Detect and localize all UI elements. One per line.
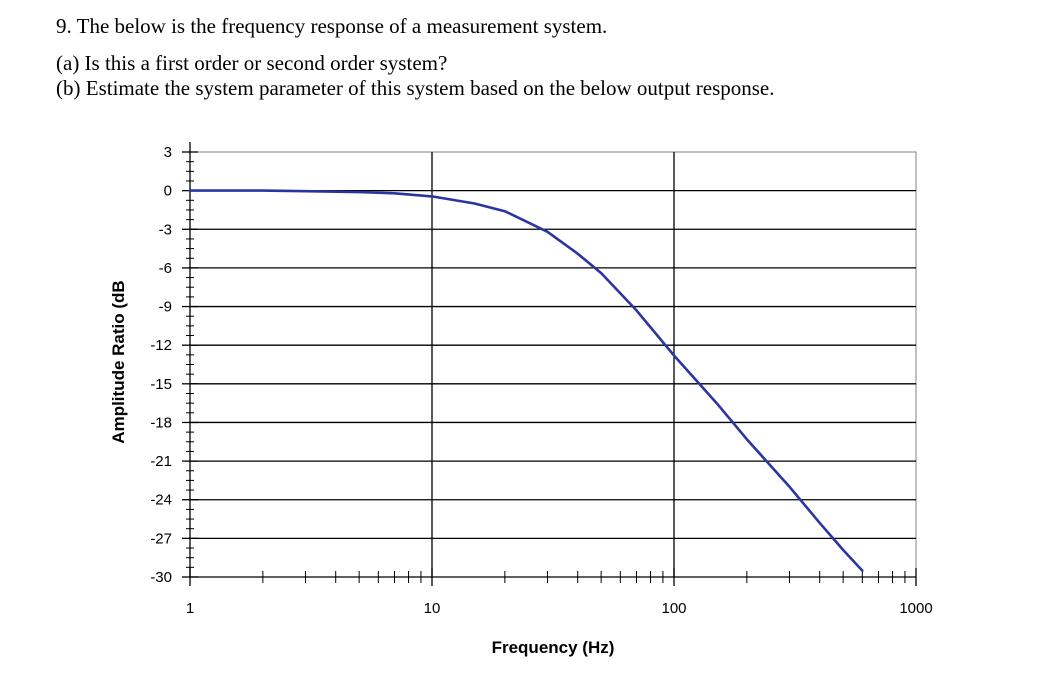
y-tick-label: -9 <box>159 299 172 316</box>
x-tick-label: 10 <box>424 600 441 617</box>
x-axis-label: Frequency (Hz) <box>492 638 615 657</box>
question-part-b: (b) Estimate the system parameter of thi… <box>56 76 775 100</box>
y-tick-label: -27 <box>150 530 172 547</box>
y-tick-label: -12 <box>150 337 172 354</box>
y-tick-label: -30 <box>150 569 172 586</box>
x-tick-label: 1 <box>186 600 194 617</box>
y-tick-label: -6 <box>159 260 172 277</box>
y-tick-label: -21 <box>150 453 172 470</box>
y-tick-label: 3 <box>164 144 172 161</box>
y-tick-label: 0 <box>164 183 172 200</box>
x-tick-label: 100 <box>661 600 686 617</box>
y-tick-label: -24 <box>150 492 172 509</box>
plot-border <box>189 151 917 578</box>
x-tick-label: 1000 <box>899 600 932 617</box>
y-tick-label: -15 <box>150 376 172 393</box>
y-tick-label: -18 <box>150 414 172 431</box>
question-text: 9. The below is the frequency response o… <box>56 14 1036 101</box>
question-title: 9. The below is the frequency response o… <box>56 14 608 38</box>
y-axis-label: Amplitude Ratio (dB <box>109 280 128 443</box>
y-tick-label: -3 <box>159 221 172 238</box>
plot-area: 3 0 -3 -6 -9 -12 -15 -18 -21 -24 -27 -30 1 10 100 1000 <box>150 142 933 617</box>
response-curve <box>188 189 864 572</box>
question-part-a: (a) Is this a first order or second orde… <box>56 51 448 75</box>
